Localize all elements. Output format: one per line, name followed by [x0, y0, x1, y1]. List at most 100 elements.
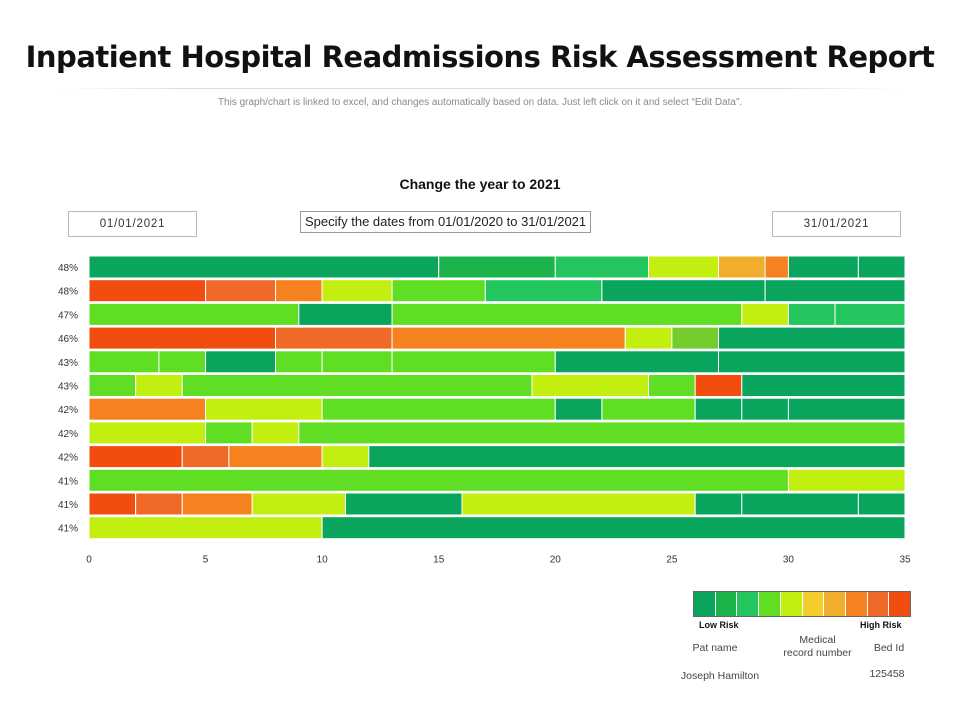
bar-segment-r5-s4[interactable] — [275, 350, 323, 374]
bar-segment-r1-s8[interactable] — [857, 255, 906, 279]
bar-segment-r9-s3[interactable] — [228, 445, 323, 469]
bar-segment-r8-s1[interactable] — [88, 421, 207, 445]
bar-segment-r4-s6[interactable] — [717, 326, 906, 350]
bar-segment-r2-s3[interactable] — [275, 279, 323, 303]
bar-segment-r11-s3[interactable] — [181, 492, 253, 516]
x-tick-group: 0 5 10 15 20 25 30 35 — [86, 554, 911, 565]
bar-segment-r6-s3[interactable] — [181, 374, 533, 397]
bar-segment-r9-s4[interactable] — [321, 445, 370, 469]
bar-segment-r10-s1[interactable] — [88, 468, 789, 492]
bar-segment-r6-s2[interactable] — [135, 374, 183, 397]
bar-segment-r2-s7[interactable] — [601, 279, 766, 303]
bar-segment-r2-s5[interactable] — [391, 279, 486, 303]
bar-segment-r6-s7[interactable] — [741, 374, 906, 397]
bar-segment-r10-s2[interactable] — [787, 468, 906, 492]
row-label-group: 48% 48% 47% 46% 43% 43% 42% 42% 42% 41% 41% 41% — [58, 263, 78, 535]
risk-scale-swatch-5 — [780, 592, 803, 616]
row-label: 47% — [58, 310, 78, 321]
bar-segment-r4-s2[interactable] — [275, 326, 393, 350]
bar-segment-r11-s1[interactable] — [88, 492, 137, 516]
bar-segment-r3-s2[interactable] — [298, 302, 393, 326]
bar-segment-r7-s7[interactable] — [741, 397, 789, 421]
bar-segment-r7-s3[interactable] — [321, 397, 556, 421]
risk-scale-swatch-1 — [694, 592, 716, 616]
bar-segment-r9-s1[interactable] — [88, 445, 183, 469]
bar-segment-r3-s5[interactable] — [787, 302, 836, 326]
patient-name-label: Pat name — [692, 642, 738, 654]
bar-segment-r11-s9[interactable] — [857, 492, 906, 516]
bar-segment-r3-s1[interactable] — [88, 302, 300, 326]
bar-segment-r8-s4[interactable] — [298, 421, 906, 445]
bar-segment-r5-s3[interactable] — [205, 350, 277, 374]
bar-segment-r9-s5[interactable] — [368, 445, 906, 469]
bar-segment-r2-s8[interactable] — [764, 279, 906, 303]
bar-segment-r2-s4[interactable] — [321, 279, 393, 303]
x-tick-label: 35 — [899, 554, 911, 565]
bar-segment-r1-s2[interactable] — [438, 255, 556, 279]
bar-segment-r2-s2[interactable] — [205, 279, 277, 303]
bar-segment-r6-s4[interactable] — [531, 374, 650, 397]
start-date-field[interactable]: 01/01/2021 — [68, 211, 197, 237]
low-risk-label: Low Risk — [699, 620, 739, 630]
bar-segment-r1-s1[interactable] — [88, 255, 440, 279]
row-label: 46% — [58, 334, 78, 345]
bar-segment-r11-s6[interactable] — [461, 492, 696, 516]
bar-segment-r1-s4[interactable] — [648, 255, 719, 279]
bar-segment-r1-s6[interactable] — [764, 255, 789, 279]
bar-segment-r5-s7[interactable] — [554, 350, 719, 374]
bar-segment-r11-s7[interactable] — [694, 492, 743, 516]
bar-segment-r5-s2[interactable] — [158, 350, 207, 374]
bar-segment-r1-s7[interactable] — [787, 255, 859, 279]
bar-segment-r2-s1[interactable] — [88, 279, 207, 303]
row-label: 42% — [58, 453, 78, 464]
bar-segment-r5-s1[interactable] — [88, 350, 160, 374]
bar-segment-r11-s8[interactable] — [741, 492, 859, 516]
risk-scale-swatch-9 — [867, 592, 890, 616]
bar-segment-r7-s1[interactable] — [88, 397, 207, 421]
bar-segment-r8-s2[interactable] — [205, 421, 253, 445]
x-tick-label: 5 — [203, 554, 209, 565]
bar-segment-r7-s6[interactable] — [694, 397, 743, 421]
high-risk-label: High Risk — [860, 620, 902, 630]
bar-segment-r3-s3[interactable] — [391, 302, 743, 326]
bar-segment-r1-s3[interactable] — [554, 255, 650, 279]
bar-segment-r7-s4[interactable] — [554, 397, 603, 421]
page-title: Inpatient Hospital Readmissions Risk Ass… — [25, 40, 935, 74]
x-tick-label: 10 — [317, 554, 329, 565]
bar-segment-r9-s2[interactable] — [181, 445, 230, 469]
bar-segment-r6-s6[interactable] — [694, 374, 743, 397]
bar-segment-r4-s4[interactable] — [624, 326, 673, 350]
risk-color-scale — [693, 591, 911, 617]
bar-segment-r5-s5[interactable] — [321, 350, 393, 374]
bar-segment-r4-s1[interactable] — [88, 326, 277, 350]
bar-segment-r5-s6[interactable] — [391, 350, 556, 374]
bar-segment-r11-s5[interactable] — [344, 492, 463, 516]
row-label: 48% — [58, 287, 78, 298]
bar-segment-r3-s4[interactable] — [741, 302, 789, 326]
bar-segment-r7-s8[interactable] — [787, 397, 906, 421]
bar-segment-r6-s5[interactable] — [648, 374, 696, 397]
bar-segment-r7-s5[interactable] — [601, 397, 696, 421]
bar-segment-r12-s1[interactable] — [88, 516, 323, 540]
medical-record-label-line2: record number — [783, 647, 852, 659]
bar-segment-r11-s2[interactable] — [135, 492, 183, 516]
risk-scale-swatch-8 — [845, 592, 868, 616]
end-date-field[interactable]: 31/01/2021 — [772, 211, 901, 237]
bar-segment-r7-s2[interactable] — [205, 397, 323, 421]
bar-segment-r5-s8[interactable] — [717, 350, 906, 374]
bar-segment-r8-s3[interactable] — [251, 421, 300, 445]
bar-segment-r4-s5[interactable] — [671, 326, 719, 350]
bar-segment-r2-s6[interactable] — [484, 279, 603, 303]
bar-segment-r11-s4[interactable] — [251, 492, 346, 516]
risk-scale-swatch-7 — [824, 592, 846, 616]
bar-segment-r1-s5[interactable] — [717, 255, 766, 279]
row-label: 42% — [58, 429, 78, 440]
x-tick-label: 15 — [433, 554, 445, 565]
bar-segment-r4-s3[interactable] — [391, 326, 626, 350]
bed-id-value: 125458 — [869, 668, 905, 680]
bar-segment-r12-s2[interactable] — [321, 516, 906, 540]
bar-segment-r3-s6[interactable] — [834, 302, 906, 326]
bar-segment-r6-s1[interactable] — [88, 374, 137, 397]
medical-record-label-line1: Medical — [799, 634, 836, 646]
